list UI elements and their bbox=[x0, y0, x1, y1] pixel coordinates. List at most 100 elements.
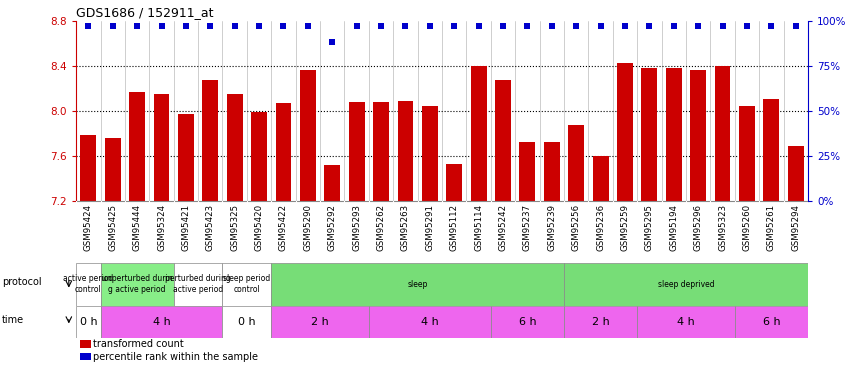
Bar bbox=[447, 164, 462, 201]
Text: GSM95292: GSM95292 bbox=[327, 204, 337, 251]
Bar bbox=[739, 106, 755, 201]
Bar bbox=[544, 142, 560, 201]
Bar bbox=[491, 306, 564, 338]
Bar bbox=[422, 106, 437, 201]
Bar bbox=[398, 100, 414, 201]
Bar bbox=[129, 92, 145, 201]
Bar bbox=[272, 262, 564, 306]
Bar bbox=[369, 306, 491, 338]
Point bbox=[301, 23, 315, 29]
Point bbox=[667, 23, 680, 29]
Text: GSM95423: GSM95423 bbox=[206, 204, 215, 251]
Point bbox=[740, 23, 754, 29]
Text: GSM95293: GSM95293 bbox=[352, 204, 361, 251]
Point bbox=[643, 23, 656, 29]
Text: active period
control: active period control bbox=[63, 274, 113, 294]
Text: GSM95112: GSM95112 bbox=[450, 204, 459, 251]
Point bbox=[179, 23, 193, 29]
Bar bbox=[222, 262, 272, 306]
Text: GSM95421: GSM95421 bbox=[181, 204, 190, 251]
Bar bbox=[154, 94, 169, 201]
Text: 2 h: 2 h bbox=[311, 316, 329, 327]
Point bbox=[569, 23, 583, 29]
Text: GSM95296: GSM95296 bbox=[694, 204, 703, 251]
Bar bbox=[666, 68, 682, 201]
Bar bbox=[178, 114, 194, 201]
Text: percentile rank within the sample: percentile rank within the sample bbox=[93, 351, 258, 361]
Bar bbox=[763, 99, 779, 201]
Point bbox=[789, 23, 803, 29]
Bar bbox=[80, 135, 96, 201]
Point bbox=[594, 23, 607, 29]
Text: 6 h: 6 h bbox=[519, 316, 536, 327]
Text: 0 h: 0 h bbox=[238, 316, 255, 327]
Text: GSM95237: GSM95237 bbox=[523, 204, 532, 251]
Point bbox=[691, 23, 705, 29]
Text: sleep period
control: sleep period control bbox=[223, 274, 271, 294]
Bar bbox=[101, 306, 222, 338]
Text: GSM95325: GSM95325 bbox=[230, 204, 239, 251]
Point bbox=[130, 23, 144, 29]
Text: 0 h: 0 h bbox=[80, 316, 97, 327]
Point bbox=[204, 23, 217, 29]
Bar bbox=[324, 165, 340, 201]
Text: unperturbed durin
g active period: unperturbed durin g active period bbox=[102, 274, 173, 294]
Text: protocol: protocol bbox=[2, 277, 41, 287]
Bar bbox=[593, 156, 608, 201]
Text: GSM95261: GSM95261 bbox=[766, 204, 776, 251]
Text: GDS1686 / 152911_at: GDS1686 / 152911_at bbox=[76, 6, 214, 20]
Text: GSM95420: GSM95420 bbox=[255, 204, 264, 251]
Text: GSM95242: GSM95242 bbox=[498, 204, 508, 251]
Bar bbox=[76, 262, 101, 306]
Point bbox=[252, 23, 266, 29]
Bar bbox=[373, 102, 389, 201]
Point bbox=[472, 23, 486, 29]
Bar bbox=[641, 68, 657, 201]
Point bbox=[228, 23, 241, 29]
Point bbox=[326, 39, 339, 45]
Bar bbox=[495, 80, 511, 201]
Point bbox=[448, 23, 461, 29]
Point bbox=[106, 23, 119, 29]
Text: 2 h: 2 h bbox=[591, 316, 609, 327]
Text: GSM95422: GSM95422 bbox=[279, 204, 288, 251]
Text: GSM95263: GSM95263 bbox=[401, 204, 410, 251]
Text: GSM95194: GSM95194 bbox=[669, 204, 678, 251]
Point bbox=[155, 23, 168, 29]
Text: GSM95262: GSM95262 bbox=[376, 204, 386, 251]
Point bbox=[618, 23, 632, 29]
Point bbox=[545, 23, 558, 29]
Text: GSM95295: GSM95295 bbox=[645, 204, 654, 251]
Text: 4 h: 4 h bbox=[152, 316, 170, 327]
Point bbox=[398, 23, 412, 29]
Point bbox=[497, 23, 510, 29]
Bar bbox=[173, 262, 222, 306]
Text: GSM95290: GSM95290 bbox=[304, 204, 312, 251]
Text: time: time bbox=[2, 315, 24, 325]
Text: perturbed during
active period: perturbed during active period bbox=[165, 274, 231, 294]
Bar bbox=[519, 142, 536, 201]
Bar bbox=[202, 80, 218, 201]
Point bbox=[716, 23, 729, 29]
Bar bbox=[251, 112, 267, 201]
Text: GSM95294: GSM95294 bbox=[791, 204, 800, 251]
Text: GSM95260: GSM95260 bbox=[743, 204, 751, 251]
Text: GSM95239: GSM95239 bbox=[547, 204, 557, 251]
Bar bbox=[715, 66, 730, 201]
Bar bbox=[569, 125, 584, 201]
Point bbox=[81, 23, 95, 29]
Text: 6 h: 6 h bbox=[762, 316, 780, 327]
Bar bbox=[470, 66, 486, 201]
Point bbox=[520, 23, 534, 29]
Bar bbox=[349, 102, 365, 201]
Bar bbox=[637, 306, 734, 338]
Bar bbox=[101, 262, 173, 306]
Bar bbox=[272, 306, 369, 338]
Point bbox=[374, 23, 387, 29]
Point bbox=[277, 23, 290, 29]
Text: sleep: sleep bbox=[408, 280, 428, 289]
Bar bbox=[788, 146, 804, 201]
Point bbox=[423, 23, 437, 29]
Bar bbox=[105, 138, 121, 201]
Bar bbox=[222, 306, 272, 338]
